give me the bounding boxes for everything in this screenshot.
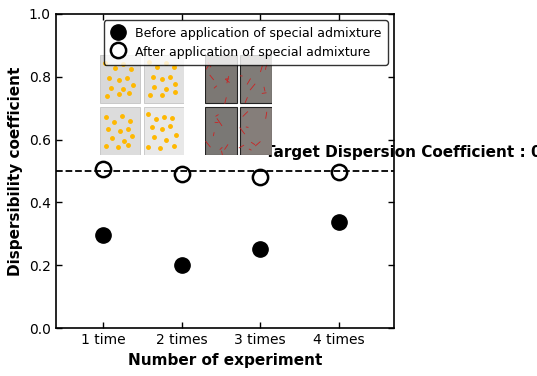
Before application of special admixture [336, 220, 342, 224]
Line: After application of special admixture: After application of special admixture [95, 162, 346, 185]
After application of special admixture [257, 175, 264, 180]
Y-axis label: Dispersibility coefficient: Dispersibility coefficient [9, 66, 23, 276]
Line: Before application of special admixture: Before application of special admixture [95, 214, 346, 273]
After application of special admixture [178, 172, 185, 176]
Legend: Before application of special admixture, After application of special admixture: Before application of special admixture,… [104, 20, 388, 65]
X-axis label: Number of experiment: Number of experiment [128, 353, 322, 368]
After application of special admixture [100, 167, 106, 172]
Before application of special admixture [100, 233, 106, 238]
Before application of special admixture [257, 246, 264, 251]
Before application of special admixture [178, 263, 185, 268]
After application of special admixture [336, 170, 342, 174]
Text: Target Dispersion Coefficient : 0.5: Target Dispersion Coefficient : 0.5 [265, 145, 537, 160]
